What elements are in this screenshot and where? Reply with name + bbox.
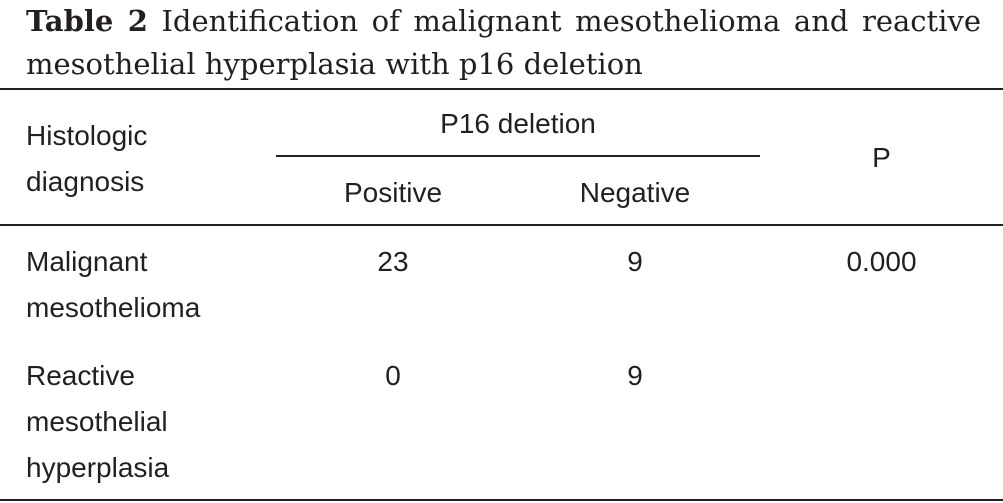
header-rule (0, 224, 1003, 226)
header-p: P (872, 142, 891, 173)
bottom-rule (0, 499, 1003, 501)
row-1-positive: 23 (377, 246, 409, 277)
row-1-negative: 9 (627, 246, 643, 277)
row-1-diagnosis: Malignant mesothelioma (26, 246, 201, 323)
header-negative: Negative (579, 177, 691, 208)
table-label: Table 2 (26, 4, 148, 38)
table-title: Identification of malignant mesothelioma… (26, 4, 981, 81)
row-1-p-value: 0.000 (846, 246, 917, 277)
table-caption: Table 2 Identification of malignant meso… (26, 0, 981, 86)
row-2-negative: 9 (627, 360, 643, 391)
header-diagnosis: Histologic diagnosis (26, 120, 148, 197)
group-rule (276, 155, 760, 157)
header-positive: Positive (343, 177, 443, 208)
row-2-diagnosis: Reactive mesothelial hyperplasia (26, 360, 170, 483)
top-rule (0, 88, 1003, 90)
row-2-positive: 0 (385, 360, 401, 391)
header-group-p16-deletion: P16 deletion (440, 108, 596, 139)
